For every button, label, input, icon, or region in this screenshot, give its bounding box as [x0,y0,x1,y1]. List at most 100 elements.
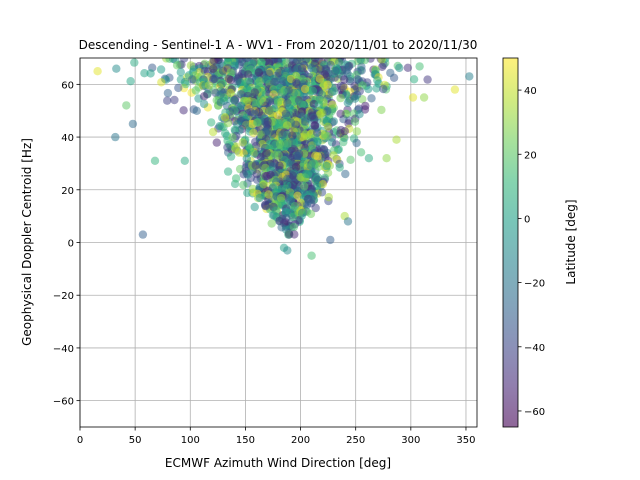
scatter-point [288,131,297,140]
scatter-point [214,58,223,64]
scatter-point [231,174,241,183]
scatter-point [212,138,221,147]
x-tick-label: 350 [456,435,475,446]
scatter-point [312,174,321,184]
scatter-point [156,65,166,74]
scatter-point [311,203,320,213]
scatter-point [320,130,330,139]
scatter-point [356,148,366,157]
scatter-point [249,128,258,137]
scatter-point [255,77,264,86]
scatter-point [371,66,380,75]
x-axis-label: ECMWF Azimuth Wind Direction [deg] [165,456,391,470]
colorbar-frame [502,57,519,428]
scatter-point [361,101,370,111]
scatter-point [270,77,279,87]
y-tick-label: −60 [53,397,74,408]
scatter-point [273,98,283,107]
scatter-point-outlier [150,156,160,165]
scatter-point [181,79,190,89]
scatter-point [288,171,297,180]
scatter-point [278,214,287,224]
scatter-point-outlier [326,235,335,245]
scatter-point [278,76,288,86]
scatter-point [283,121,292,130]
scatter-point [259,180,268,189]
scatter-point [313,137,322,146]
scatter-point [292,151,302,161]
scatter-point-outlier [93,67,102,76]
scatter-point [237,69,247,79]
scatter-point [251,161,260,170]
scatter-point [239,180,248,190]
scatter-point [395,63,404,73]
scatter-point [277,223,286,232]
scatter-point [250,109,259,119]
scatter-point [275,139,285,149]
scatter-point [352,127,362,136]
scatter-point-outlier [408,93,418,102]
scatter-point-outlier [364,154,374,163]
scatter-point [250,149,259,158]
colorbar: −60 −40 −20 0 20 40 Latitude [deg] [502,57,578,428]
scatter-point [199,99,209,109]
scatter-point [281,68,290,77]
scatter-point [199,92,209,101]
scatter-point [331,66,340,76]
scatter-point [355,86,364,96]
scatter-point [297,63,307,73]
scatter-point [262,126,271,136]
colorbar-tick-label: −40 [524,343,545,354]
scatter-point [163,96,172,105]
scatter-point [217,79,227,88]
scatter-point [328,100,337,110]
scatter-point [301,117,310,126]
scatter-point [286,196,295,205]
scatter-point [192,106,201,116]
scatter-point [329,87,339,96]
scatter-point [215,122,224,131]
scatter-point [336,109,345,119]
scatter-point [356,58,365,64]
scatter-point-outlier [180,156,189,165]
scatter-point-outlier [465,72,474,81]
scatter-point [224,74,234,84]
x-tick-label: 50 [129,435,142,446]
scatter-point [415,62,424,71]
scatter-point [301,130,310,139]
scatter-point [352,138,361,148]
scatter-point [244,77,253,86]
scatter-point [157,78,166,87]
scatter-point [277,184,286,194]
colorbar-tick-label: −20 [524,279,545,290]
scatter-point [191,86,200,95]
scatter-point [300,182,309,191]
scatter-point [223,58,233,66]
scatter-point [324,193,333,202]
scatter-point [265,97,274,106]
chart-title: Descending - Sentinel-1 A - WV1 - From 2… [79,38,478,52]
scatter-point [209,64,218,74]
scatter-point [279,87,288,96]
scatter-point [292,78,301,87]
scatter-point [308,86,318,95]
scatter-point-outlier [138,230,148,239]
scatter-point [302,200,311,210]
scatter-point [250,88,259,97]
scatter-point [315,74,324,83]
scatter-point [163,88,173,98]
scatter-point [302,207,312,216]
scatter-point [336,93,345,103]
scatter-point [170,95,179,105]
scatter-point [386,68,395,78]
scatter-point [252,169,262,179]
scatter-point [340,75,349,84]
scatter-point [290,230,299,239]
scatter-point [350,94,360,103]
scatter-point-outlier [343,217,353,226]
y-tick-label: 20 [61,186,74,197]
scatter-point [335,163,344,172]
scatter-point [172,61,182,70]
scatter-point [350,117,360,126]
